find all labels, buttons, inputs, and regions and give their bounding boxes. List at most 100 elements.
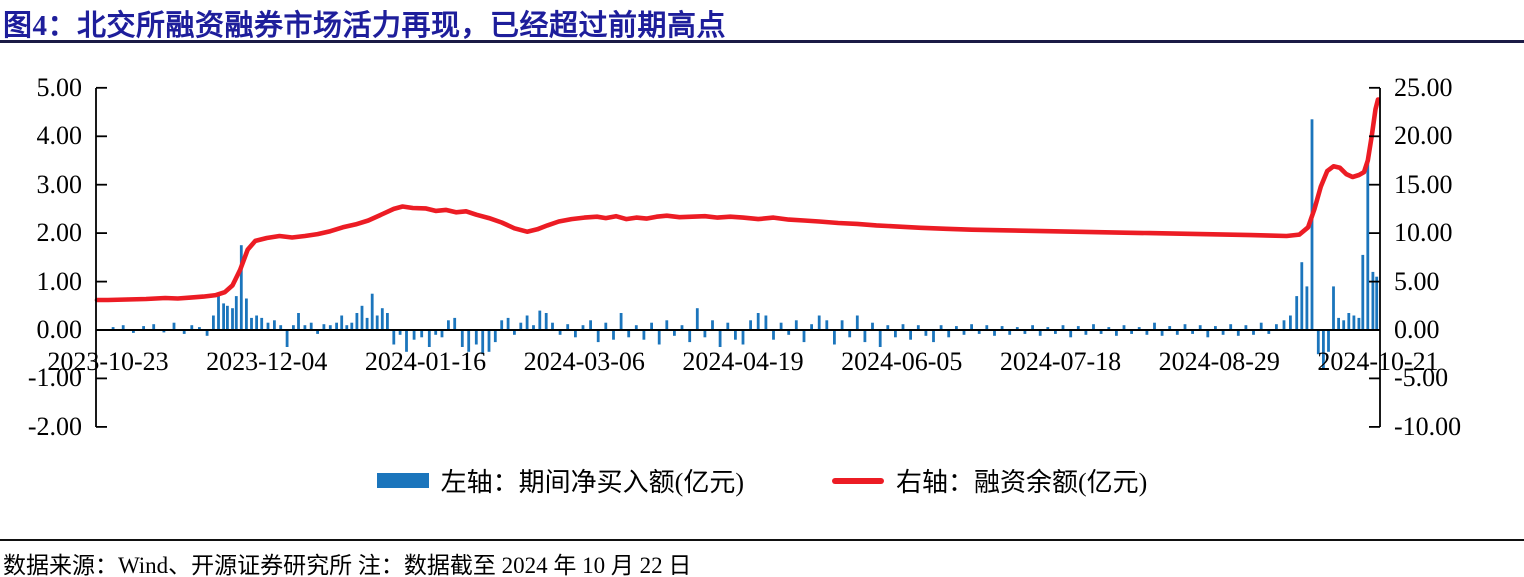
net-buy-bar	[1259, 322, 1263, 330]
net-buy-bar	[292, 325, 295, 330]
net-buy-bar	[234, 296, 238, 330]
net-buy-bar	[226, 305, 229, 330]
net-buy-bar	[604, 322, 608, 330]
net-buy-bar	[1361, 254, 1365, 330]
net-buy-bar	[380, 308, 384, 330]
right-axis-tick-label: 10.00	[1394, 218, 1453, 248]
net-buy-bar	[427, 330, 431, 347]
left-axis-tick-label: -2.00	[27, 411, 82, 441]
footer-rule	[0, 539, 1524, 541]
legend-bar-label: 左轴：期间净买入额(亿元)	[440, 468, 744, 497]
net-buy-bar	[581, 325, 585, 330]
legend-bar-series: 左轴：期间净买入额(亿元)	[376, 462, 744, 499]
net-buy-bar	[779, 322, 783, 330]
net-buy-bar	[198, 327, 201, 330]
net-buy-bar	[1084, 330, 1088, 335]
net-buy-bar	[285, 330, 289, 347]
net-buy-bar	[538, 310, 542, 330]
right-axis-tick-label: 0.00	[1394, 315, 1440, 344]
net-buy-bar	[316, 330, 319, 334]
net-buy-bar	[1038, 330, 1042, 336]
net-buy-bar	[1076, 326, 1080, 330]
net-buy-bar	[142, 326, 145, 330]
left-axis-tick-label: 2.00	[36, 218, 83, 248]
net-buy-bar	[1366, 162, 1370, 330]
net-buy-bar	[260, 317, 264, 330]
net-buy-bar	[574, 330, 577, 338]
net-buy-bar	[1310, 119, 1314, 330]
net-buy-bar	[487, 330, 491, 352]
net-buy-bar	[1122, 325, 1126, 330]
net-buy-bar	[1031, 325, 1034, 330]
title-underline	[0, 40, 1524, 43]
net-buy-bar	[810, 324, 813, 330]
net-buy-bar	[619, 313, 623, 330]
net-buy-bar	[1221, 330, 1225, 335]
net-buy-bar	[642, 330, 646, 340]
net-buy-bar	[309, 322, 313, 330]
net-buy-bar	[453, 317, 457, 330]
net-buy-bar	[467, 330, 471, 352]
net-buy-bar	[303, 325, 307, 330]
net-buy-bar	[871, 322, 874, 330]
net-buy-bar	[558, 330, 562, 335]
net-buy-bar	[212, 315, 215, 330]
right-axis-tick-label: -5.00	[1394, 363, 1449, 393]
net-buy-bar	[205, 330, 209, 336]
net-buy-bar	[749, 320, 752, 330]
net-buy-bar	[734, 330, 737, 340]
net-buy-bar	[894, 330, 897, 338]
net-buy-bar	[1054, 330, 1057, 334]
net-buy-bar	[955, 326, 958, 330]
net-buy-bar	[132, 330, 135, 333]
net-buy-bar	[375, 315, 379, 330]
net-buy-bar	[335, 322, 338, 330]
net-buy-bar	[525, 315, 529, 330]
net-buy-bar	[1275, 324, 1278, 330]
net-buy-bar	[1316, 330, 1320, 355]
net-buy-bar	[519, 322, 523, 330]
net-buy-bar	[513, 330, 516, 335]
x-axis-tick-label: 2023-12-04	[206, 347, 328, 376]
net-buy-bar	[500, 320, 504, 330]
net-buy-bar	[1115, 330, 1118, 336]
right-axis-tick-label: -10.00	[1394, 411, 1462, 441]
net-buy-bar	[1160, 330, 1164, 336]
net-buy-bar	[434, 330, 438, 335]
net-buy-bar	[1347, 313, 1351, 330]
net-buy-bar	[634, 325, 638, 330]
source-note: 数据来源：Wind、开源证券研究所 注：数据截至 2024 年 10 月 22 …	[3, 553, 692, 577]
net-buy-bar	[1107, 327, 1111, 330]
net-buy-bar	[840, 320, 844, 330]
net-buy-bar	[1153, 322, 1156, 330]
legend-line-series: 右轴：融资余额(亿元)	[832, 462, 1147, 499]
net-buy-bar	[172, 322, 176, 330]
margin-balance-line	[94, 97, 1381, 303]
net-buy-bar	[794, 320, 798, 330]
net-buy-bar	[245, 298, 248, 330]
net-buy-bar	[1183, 324, 1187, 330]
net-buy-bar	[405, 330, 408, 352]
net-buy-bar	[1244, 325, 1248, 330]
chart-plot	[94, 86, 1381, 428]
net-buy-bar	[493, 330, 497, 343]
net-buy-bar	[1099, 330, 1103, 334]
net-buy-bar	[481, 330, 485, 355]
net-buy-bar	[532, 325, 535, 330]
net-buy-bar	[447, 320, 450, 330]
net-buy-bar	[1289, 315, 1292, 330]
net-buy-bar	[365, 317, 369, 330]
net-buy-bar	[711, 320, 714, 330]
net-buy-bar	[977, 330, 981, 334]
net-buy-bar	[1000, 326, 1004, 330]
net-buy-bar	[386, 313, 389, 330]
right-axis-tick-label: 15.00	[1394, 169, 1453, 199]
net-buy-bar	[612, 330, 615, 340]
net-buy-bar	[855, 315, 859, 330]
net-buy-bar	[350, 322, 354, 330]
net-buy-bar	[878, 330, 882, 347]
net-buy-bar	[1198, 325, 1202, 330]
net-buy-bar	[909, 330, 912, 340]
net-buy-bar	[1206, 330, 1210, 338]
net-buy-bar	[1214, 326, 1217, 330]
